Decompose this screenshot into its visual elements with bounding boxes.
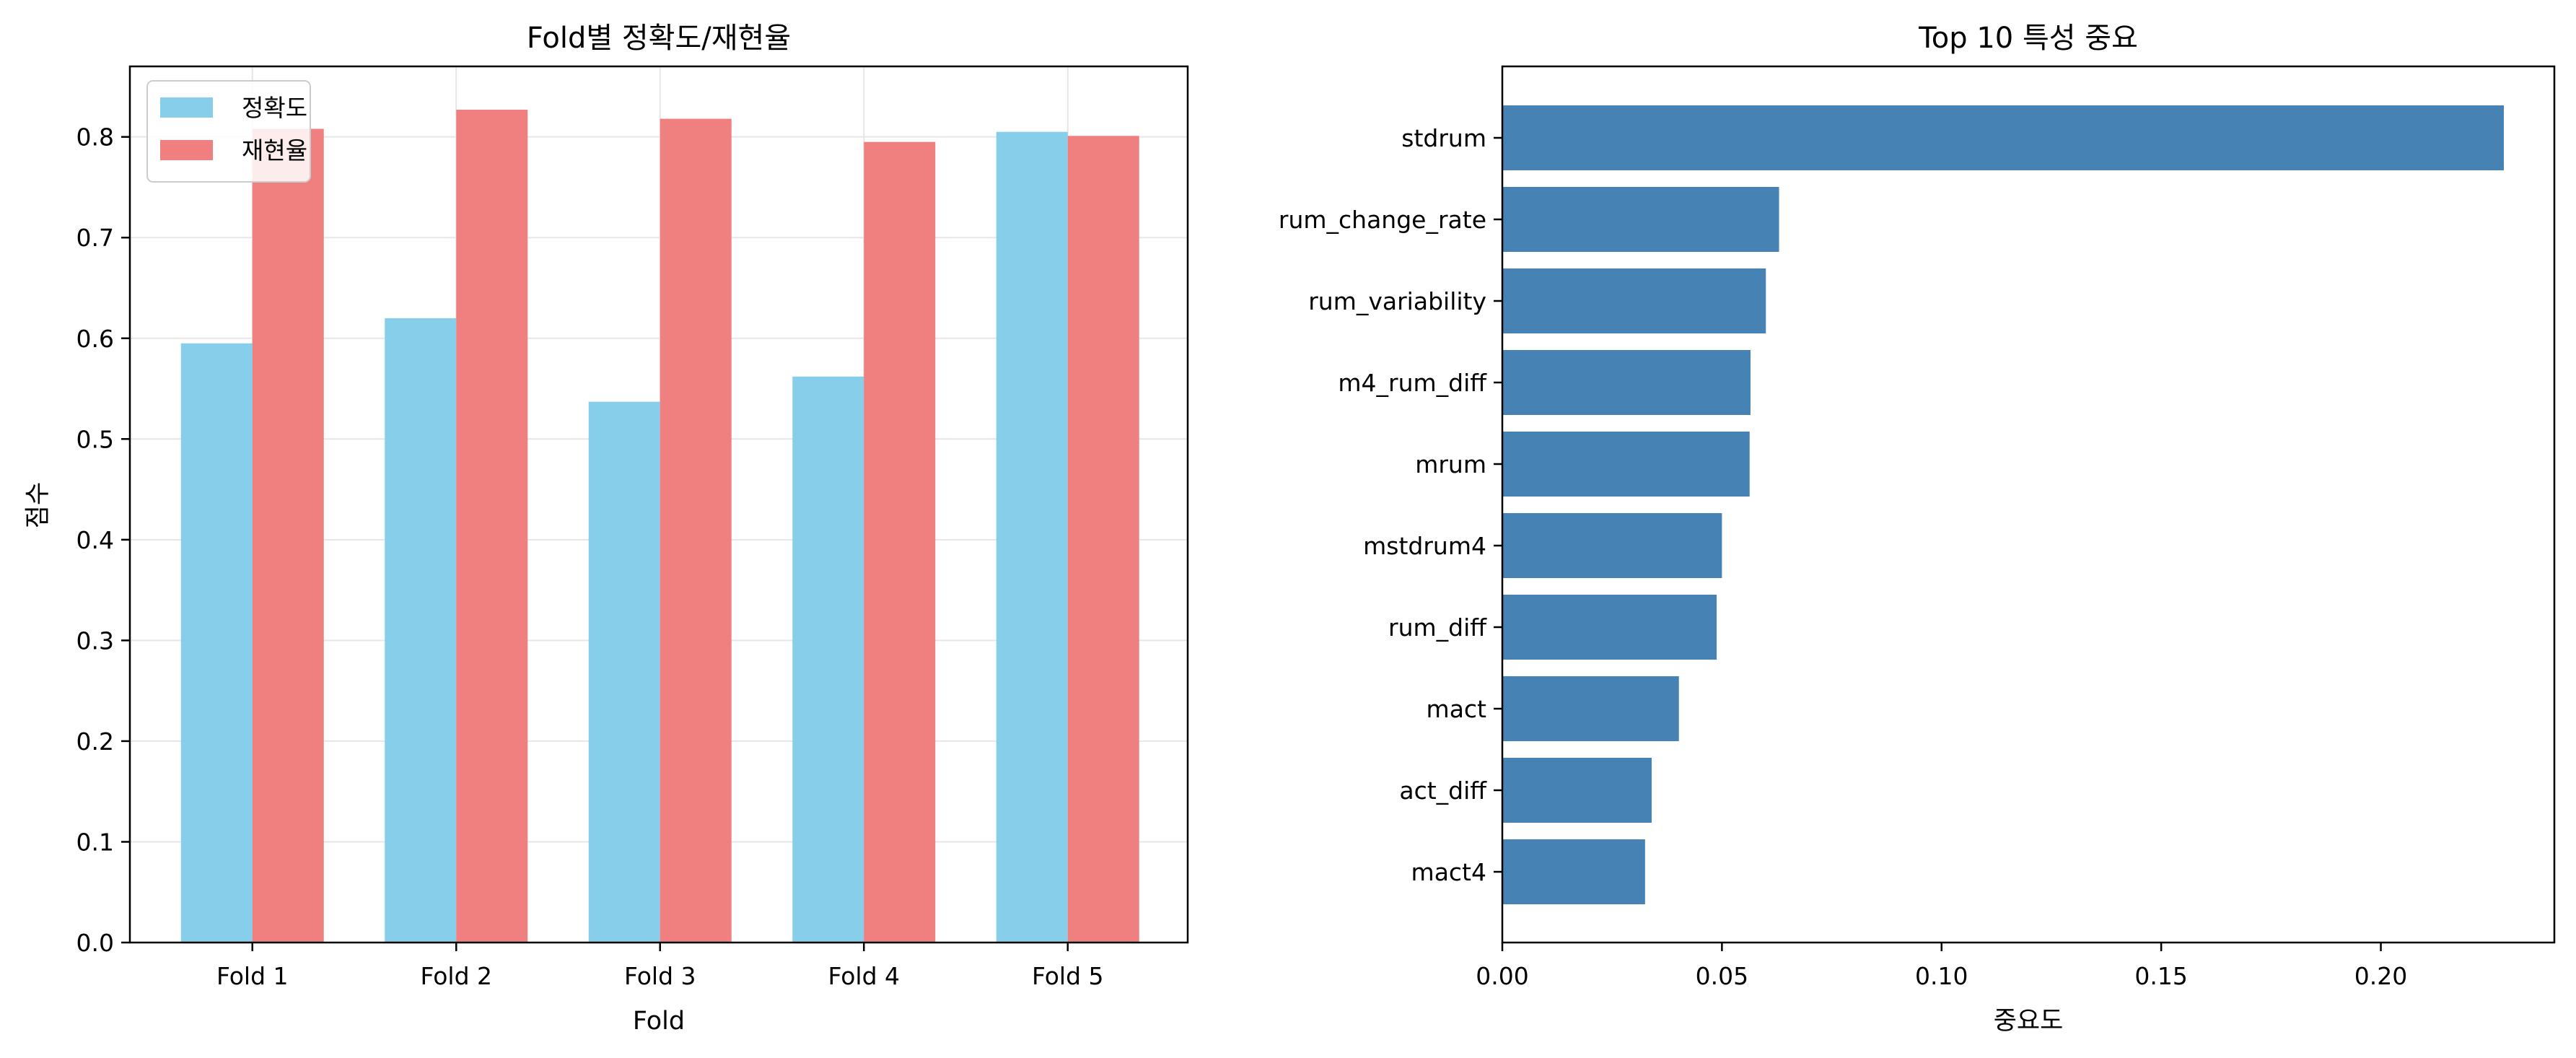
feature-label: mrum (1415, 450, 1486, 478)
feature-label: rum_change_rate (1279, 206, 1486, 234)
feature-label: stdrum (1401, 124, 1486, 152)
importance-bar (1502, 350, 1751, 415)
y-tick-label: 0.6 (76, 325, 114, 353)
left-y-axis-label: 점수 (24, 482, 53, 528)
right-y-ticks: stdrum rum_change_rate rum_variability m4_r… (1279, 124, 1502, 886)
left-x-ticks: Fold 1 Fold 2 Fold 3 Fold 4 Fold 5 (216, 943, 1104, 990)
bar-recall (864, 141, 936, 943)
importance-bar (1502, 432, 1750, 497)
left-y-ticks: 0.0 0.1 0.2 0.3 0.4 0.5 0.6 0.7 0.8 (76, 123, 130, 957)
y-tick-label: 0.7 (76, 224, 114, 252)
importance-bar (1502, 513, 1722, 578)
fold-score-chart: Fold별 정확도/재현율 0.00.10.20.30.40.50.60.70.… (24, 22, 1189, 1036)
x-tick-label: 0.05 (1696, 962, 1748, 990)
bar-recall (660, 118, 732, 943)
feature-label: act_diff (1399, 777, 1487, 805)
right-x-ticks: 0.00 0.05 0.10 0.15 0.20 (1476, 943, 2407, 990)
legend-label-accuracy: 정확도 (242, 94, 307, 122)
right-chart-title: Top 10 특성 중요 (1918, 22, 2138, 55)
feature-label: rum_variability (1308, 287, 1486, 315)
y-tick-label: 0.8 (76, 123, 114, 152)
x-tick-label: Fold 4 (828, 962, 900, 990)
left-plot-frame (128, 65, 1189, 944)
importance-bar (1502, 758, 1652, 823)
left-x-axis-label: Fold (633, 1007, 685, 1036)
feature-label: m4_rum_diff (1338, 369, 1487, 397)
x-tick-label: Fold 5 (1032, 962, 1104, 990)
importance-bar (1502, 595, 1717, 660)
left-chart-title: Fold별 정확도/재현율 (527, 22, 791, 55)
legend-swatch-accuracy (160, 97, 213, 118)
importance-bar (1502, 187, 1779, 252)
y-tick-label: 0.0 (76, 929, 114, 957)
importance-bar (1502, 268, 1766, 333)
bar-accuracy (180, 343, 253, 943)
bar-accuracy (996, 131, 1068, 943)
feature-label: mstdrum4 (1363, 532, 1486, 560)
y-tick-label: 0.2 (76, 727, 114, 756)
right-bars (1502, 105, 2504, 904)
feature-label: rum_diff (1388, 613, 1487, 642)
bar-recall (252, 128, 324, 943)
x-tick-label: Fold 3 (624, 962, 696, 990)
y-tick-label: 0.5 (76, 425, 114, 453)
feature-label: mact (1427, 695, 1487, 723)
left-legend: 정확도 재현율 (146, 80, 311, 183)
feature-label: mact4 (1411, 858, 1486, 886)
legend-swatch-recall (160, 140, 213, 160)
legend-label-recall: 재현율 (242, 136, 307, 165)
bar-accuracy (792, 376, 864, 943)
importance-bar (1502, 839, 1645, 904)
feature-importance-chart: Top 10 특성 중요 stdrum rum_change_rate rum_va… (1279, 22, 2556, 1036)
x-tick-label: 0.00 (1476, 962, 1528, 990)
importance-bar (1502, 105, 2504, 170)
bar-accuracy (385, 318, 457, 943)
right-x-axis-label: 중요도 (1994, 1007, 2064, 1036)
bar-accuracy (588, 401, 660, 943)
y-tick-label: 0.3 (76, 626, 114, 655)
x-tick-label: Fold 1 (216, 962, 289, 990)
y-tick-label: 0.4 (76, 526, 114, 554)
y-tick-label: 0.1 (76, 828, 114, 856)
right-plot-frame (1501, 65, 2556, 944)
bar-recall (1067, 136, 1139, 943)
left-bars (180, 110, 1139, 943)
bar-recall (456, 110, 528, 943)
x-tick-label: Fold 2 (420, 962, 492, 990)
x-tick-label: 0.20 (2354, 962, 2407, 990)
x-tick-label: 0.10 (1915, 962, 1968, 990)
x-tick-label: 0.15 (2134, 962, 2187, 990)
importance-bar (1502, 676, 1679, 741)
